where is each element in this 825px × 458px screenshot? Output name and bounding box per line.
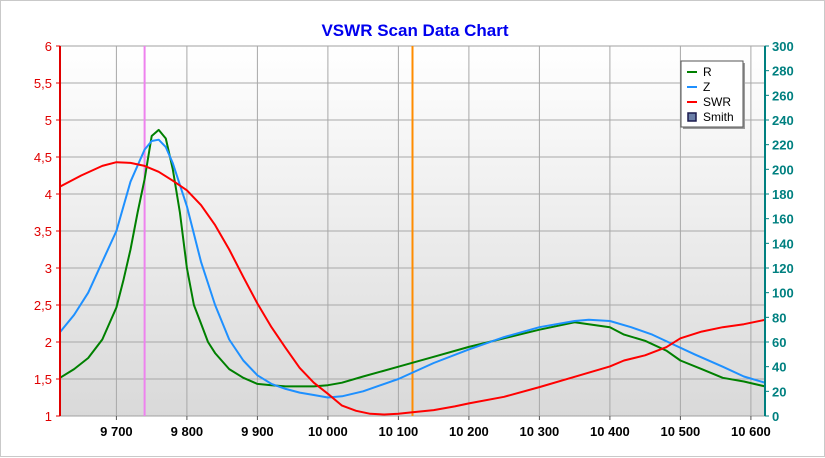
right-tick-label: 140 bbox=[772, 236, 794, 251]
legend-label-smith: Smith bbox=[703, 110, 734, 124]
frequency-markers bbox=[143, 46, 414, 416]
x-tick-label: 9 700 bbox=[100, 424, 133, 439]
chart-title: VSWR Scan Data Chart bbox=[321, 21, 508, 40]
right-tick-label: 60 bbox=[772, 335, 786, 350]
left-tick-label: 4,5 bbox=[34, 150, 52, 165]
legend-label-r: R bbox=[703, 65, 712, 79]
right-tick-label: 180 bbox=[772, 187, 794, 202]
left-tick-label: 6 bbox=[45, 39, 52, 54]
left-tick-label: 1,5 bbox=[34, 372, 52, 387]
x-tick-label: 9 800 bbox=[171, 424, 204, 439]
right-tick-label: 300 bbox=[772, 39, 794, 54]
x-tick-label: 10 600 bbox=[731, 424, 771, 439]
right-tick-label: 0 bbox=[772, 409, 779, 424]
x-tick-label: 10 300 bbox=[520, 424, 560, 439]
x-tick-label: 10 100 bbox=[379, 424, 419, 439]
left-tick-label: 1 bbox=[45, 409, 52, 424]
series-layer bbox=[59, 128, 766, 416]
x-tick-label: 10 400 bbox=[590, 424, 630, 439]
series-line-swr bbox=[59, 161, 766, 416]
x-tick-label: 10 200 bbox=[449, 424, 489, 439]
left-tick-label: 5,5 bbox=[34, 76, 52, 91]
right-tick-label: 160 bbox=[772, 212, 794, 227]
left-tick-label: 5 bbox=[45, 113, 52, 128]
left-tick-label: 3,5 bbox=[34, 224, 52, 239]
legend-label-z: Z bbox=[703, 80, 710, 94]
right-tick-label: 40 bbox=[772, 360, 786, 375]
right-tick-label: 240 bbox=[772, 113, 794, 128]
legend-label-swr: SWR bbox=[703, 95, 731, 109]
right-tick-label: 100 bbox=[772, 286, 794, 301]
right-tick-label: 120 bbox=[772, 261, 794, 276]
right-tick-label: 20 bbox=[772, 384, 786, 399]
left-tick-label: 3 bbox=[45, 261, 52, 276]
left-tick-label: 2 bbox=[45, 335, 52, 350]
x-tick-label: 10 000 bbox=[308, 424, 348, 439]
right-tick-label: 280 bbox=[772, 64, 794, 79]
right-tick-label: 200 bbox=[772, 162, 794, 177]
axes: 11,522,533,544,555,560204060801001201401… bbox=[34, 39, 794, 439]
left-tick-label: 4 bbox=[45, 187, 52, 202]
x-tick-label: 9 900 bbox=[241, 424, 274, 439]
series-line-r bbox=[59, 128, 766, 388]
left-tick-label: 2,5 bbox=[34, 298, 52, 313]
legend-swatch-smith bbox=[687, 112, 697, 122]
x-tick-label: 10 500 bbox=[661, 424, 701, 439]
series-line-z bbox=[59, 138, 766, 399]
right-tick-label: 260 bbox=[772, 88, 794, 103]
right-tick-label: 220 bbox=[772, 138, 794, 153]
right-tick-label: 80 bbox=[772, 310, 786, 325]
